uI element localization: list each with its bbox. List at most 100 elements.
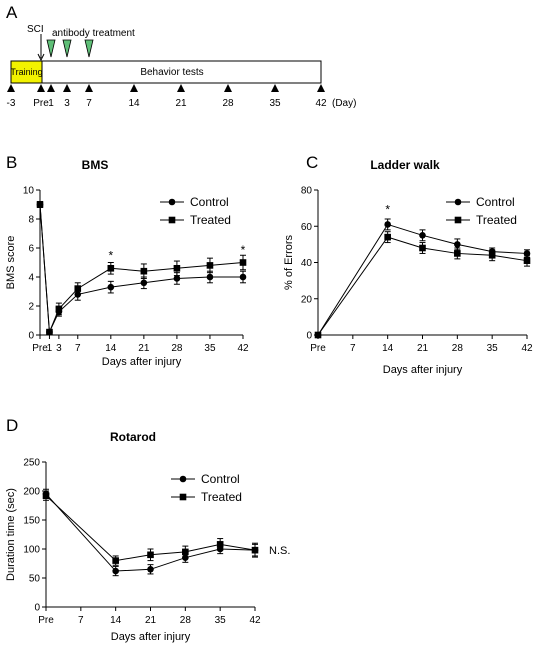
y-axis-label: Duration time (sec) (5, 488, 17, 581)
x-tick-label: 7 (350, 343, 356, 354)
timeline-tick-marker (63, 84, 71, 92)
data-point-treated (173, 265, 181, 272)
y-tick-label: 50 (29, 574, 41, 585)
x-tick-label: 3 (56, 343, 62, 354)
timeline-tick-marker (177, 84, 185, 92)
y-tick-label: 6 (28, 244, 34, 255)
series-line-control (45, 493, 256, 572)
panel-label: D (6, 416, 18, 435)
y-tick-label: 10 (23, 186, 35, 197)
chart-title: Rotarod (110, 430, 156, 444)
y-axis-label: BMS score (5, 236, 17, 290)
data-point-control (140, 279, 148, 287)
x-tick-label: 14 (382, 343, 394, 354)
legend-label-control: Control (201, 472, 240, 486)
data-point-control (384, 221, 391, 228)
data-point-treated (107, 265, 115, 272)
treatment-marker (46, 39, 56, 58)
data-point-treated (55, 305, 63, 313)
timeline-tick-label: 14 (128, 98, 140, 109)
data-point-treated (239, 259, 247, 266)
x-tick-label: 28 (180, 615, 192, 626)
timeline-ticks: -3 Pre 1 3 7 14 21 28 35 42 (7, 84, 327, 109)
data-point-treated (147, 551, 154, 559)
legend-label-control: Control (190, 195, 229, 209)
y-tick-label: 100 (23, 545, 40, 556)
treatment-marker (62, 39, 72, 58)
y-axis-label: % of Errors (283, 234, 295, 290)
x-tick-label: Pre (38, 615, 54, 626)
x-tick-label: 21 (417, 343, 429, 354)
y-tick-label: 80 (301, 186, 313, 197)
data-point-treated (454, 250, 461, 257)
data-point-control (112, 567, 119, 575)
legend-label-control: Control (476, 195, 515, 209)
sci-label: SCI (27, 24, 44, 35)
data-point-treated (42, 492, 50, 499)
data-point-treated (74, 285, 82, 292)
y-tick-label: 60 (301, 222, 313, 233)
annotation: N.S. (269, 545, 290, 557)
x-tick-label: 35 (215, 615, 227, 626)
y-tick-label: 0 (306, 331, 312, 342)
data-point-treated (216, 541, 224, 548)
x-tick-label: 28 (452, 343, 464, 354)
y-tick-label: 0 (34, 603, 40, 614)
legend-marker-treated (179, 493, 187, 501)
data-point-control (107, 283, 115, 291)
x-tick-label: 14 (110, 615, 122, 626)
legend-label-treated: Treated (190, 213, 231, 227)
y-tick-label: 0 (28, 331, 34, 342)
timeline-tick-label: 28 (222, 98, 234, 109)
training-label: Training (10, 67, 42, 77)
timeline-panel: A SCI antibody treatment Training Behavi… (6, 3, 356, 109)
legend-marker-treated (454, 216, 462, 224)
y-tick-label: 4 (28, 273, 34, 284)
data-point-control (419, 232, 426, 239)
data-point-treated (112, 557, 119, 564)
timeline-tick-label: 21 (175, 98, 187, 109)
day-unit-label: (Day) (332, 98, 356, 109)
data-point-treated (46, 328, 53, 336)
x-tick-label: 42 (249, 615, 261, 626)
y-tick-label: 150 (23, 516, 40, 527)
timeline-tick-label: 1 (48, 98, 54, 109)
data-point-control (454, 241, 461, 248)
y-tick-label: 2 (28, 302, 34, 313)
treatment-markers (46, 39, 94, 58)
data-point-treated (182, 548, 189, 556)
data-point-treated (140, 267, 148, 275)
data-point-treated (523, 257, 531, 264)
data-point-treated (36, 201, 44, 208)
series-line-treated (317, 236, 528, 336)
annotation: * (108, 249, 113, 263)
timeline-tick-label: 7 (86, 98, 92, 109)
legend-marker-control (168, 198, 176, 206)
annotation: * (241, 243, 246, 257)
x-tick-label: 21 (145, 615, 157, 626)
treatment-marker (84, 39, 94, 58)
panel-label-a: A (6, 3, 18, 22)
data-point-control (239, 273, 247, 281)
series-line-treated (45, 495, 256, 562)
y-tick-label: 250 (23, 458, 40, 469)
data-point-control (206, 273, 214, 281)
series-line-control (317, 223, 528, 336)
y-tick-label: 8 (28, 215, 34, 226)
x-tick-label: 1 (47, 343, 53, 354)
data-point-treated (384, 233, 391, 241)
y-tick-label: 40 (301, 258, 313, 269)
x-tick-label: 14 (105, 343, 117, 354)
chart-rotarod: D Rotarod 0 50 100 150 200 250 Pre 7 14 21 28 35 42 Day… (5, 416, 290, 643)
annotation: * (385, 203, 390, 217)
timeline-tick-marker (47, 84, 55, 92)
x-tick-label: Pre (310, 343, 326, 354)
legend-marker-control (179, 475, 187, 483)
y-tick-label: 200 (23, 487, 40, 498)
chart-ladder-walk: C Ladder walk 0 20 40 60 80 Pre 7 14 21 28 35 42 Days … (283, 153, 533, 376)
y-tick-label: 20 (301, 294, 313, 305)
data-point-control (147, 566, 154, 573)
timeline-tick-marker (271, 84, 279, 92)
data-point-treated (206, 262, 214, 269)
